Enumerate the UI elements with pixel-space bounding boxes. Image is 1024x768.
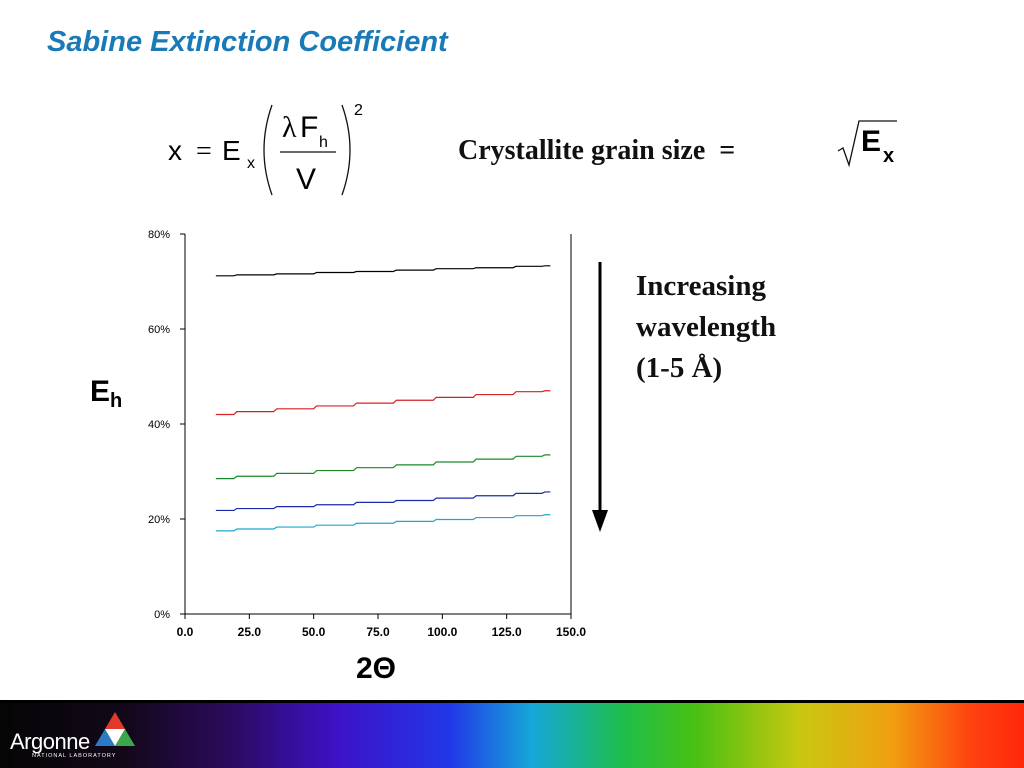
spectrum-footer [0,703,1024,768]
logo-tri-green [115,729,135,746]
down-arrow [592,262,608,532]
formula-equals: = [196,136,212,167]
formula-F: F [300,111,318,144]
y-axis-label: Eh [90,375,122,413]
extinction-formula: x = E x λ F h V 2 [168,102,363,196]
logo-tri-red [105,712,125,729]
slide-title: Sabine Extinction Coefficient [47,26,448,58]
y-tick-label: 20% [148,514,170,526]
sqrt-radical [837,120,897,168]
sqrt-symbol: E [861,125,881,158]
x-tick-label: 50.0 [302,625,326,639]
series-line-3 [215,454,551,480]
series-line-5 [215,514,551,532]
series-line-2 [215,390,551,416]
crystallite-label: Crystallite grain size = [458,135,736,166]
formula-exponent: 2 [354,102,363,119]
series-line-4 [215,491,551,512]
y-tick-label: 80% [148,229,170,241]
sqrt-expression: E x [837,120,897,168]
x-axis-label: 2Θ [356,652,397,685]
argonne-logo-text: Argonne [10,729,90,754]
y-axis-label-main: E [90,375,111,408]
logo-tri-blue [95,729,115,746]
sqrt-subscript: x [883,145,894,167]
x-tick-label: 75.0 [366,625,390,639]
wavelength-annotation: Increasing wavelength (1-5 Å) [636,266,776,389]
formula-left-paren [263,104,273,196]
y-tick-label: 60% [148,324,170,336]
x-tick-label: 125.0 [492,625,522,639]
formula-F-sub: h [319,134,328,151]
logo-tri-white [105,729,125,746]
annotation-line-1: Increasing [636,270,766,302]
argonne-logo-subtext: NATIONAL LABORATORY [32,753,117,759]
x-tick-label: 150.0 [556,625,586,639]
annotation-line-2: wavelength [636,311,777,343]
formula-right-paren [341,104,351,196]
y-tick-label: 0% [154,609,170,621]
x-tick-label: 100.0 [427,625,457,639]
argonne-logo-icon [95,712,135,746]
formula-lhs: x [168,135,182,166]
footer-divider [0,700,1024,704]
annotation-line-3: (1-5 Å) [636,352,723,384]
down-arrow-head [592,510,608,532]
formula-coef-sub: x [247,155,255,172]
y-axis-label-sub: h [110,390,123,412]
y-tick-label: 40% [148,419,170,431]
x-tick-label: 0.0 [177,625,194,639]
series-line-1 [215,265,551,277]
x-tick-label: 25.0 [238,625,262,639]
formula-denominator: V [296,163,316,196]
formula-lambda: λ [282,111,297,144]
formula-coef: E [222,135,241,166]
